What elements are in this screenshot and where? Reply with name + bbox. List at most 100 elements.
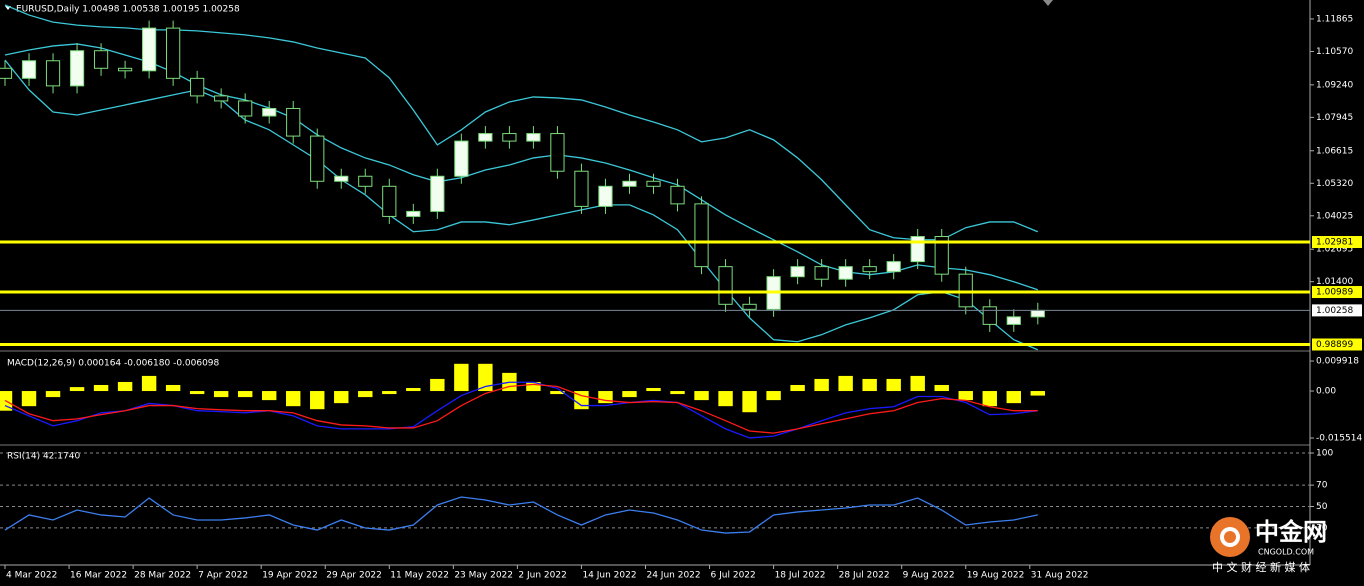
- histogram-bar: [117, 381, 133, 392]
- x-tick-label: 2 Jun 2022: [518, 571, 566, 581]
- histogram-bar: [1006, 391, 1021, 404]
- y-tick-label: 1.07945: [1316, 113, 1353, 123]
- candle-body: [214, 95, 229, 102]
- histogram-bar: [958, 391, 973, 401]
- candle-body: [406, 210, 421, 217]
- histogram-bar: [838, 375, 853, 392]
- histogram-bar: [862, 378, 877, 392]
- histogram-bar: [718, 391, 733, 407]
- x-tick-label: 28 Jul 2022: [839, 571, 890, 581]
- histogram-bar: [406, 388, 421, 392]
- series-line: [4, 59, 1039, 351]
- y-tick-label: 1.09240: [1316, 80, 1353, 90]
- candle-body: [622, 180, 637, 187]
- histogram-bar: [622, 391, 637, 398]
- last-price-box: [1312, 304, 1362, 317]
- histogram-bar: [310, 391, 325, 410]
- candle-body: [142, 27, 157, 72]
- histogram-bar: [790, 384, 805, 392]
- candle-body: [1030, 309, 1045, 318]
- candle-body: [646, 180, 661, 187]
- rsi-title: RSI(14) 42.1740: [7, 452, 80, 462]
- x-tick-label: 31 Aug 2022: [1031, 571, 1089, 581]
- candle-body: [454, 140, 469, 177]
- candle-body: [262, 107, 277, 117]
- histogram-bar: [886, 378, 901, 392]
- histogram-bar: [478, 363, 493, 392]
- histogram-bar: [934, 384, 949, 392]
- candle-body: [21, 60, 37, 79]
- histogram-bar: [670, 391, 685, 395]
- candle-body: [69, 50, 85, 87]
- histogram-bar: [694, 391, 709, 401]
- logo-tagline: 中 文 财 经 新 媒 体: [1212, 560, 1310, 574]
- x-tick-label: 18 Jul 2022: [775, 571, 826, 581]
- histogram-bar: [213, 391, 229, 398]
- chart-title: EURUSD,Daily 1.00498 1.00538 1.00195 1.0…: [16, 5, 240, 15]
- y-tick-label: 1.11865: [1316, 14, 1353, 24]
- level-label-box: [1312, 338, 1362, 351]
- level-label-box: [1312, 286, 1362, 299]
- series-line: [4, 383, 1038, 434]
- logo: 中金网 CNGOLD.COM 中 文 财 经 新 媒 体: [1210, 517, 1327, 574]
- histogram-bar: [910, 375, 925, 392]
- y-tick-label: 0.009918: [1316, 357, 1359, 367]
- y-tick-label: 50: [1316, 502, 1328, 512]
- histogram-bar: [382, 391, 397, 395]
- y-tick-label: 70: [1316, 481, 1328, 491]
- candle-body: [1006, 316, 1021, 325]
- candle-body: [790, 266, 805, 278]
- logo-dot: [1224, 531, 1236, 543]
- logo-subtitle: CNGOLD.COM: [1258, 548, 1314, 557]
- x-tick-label: 16 Mar 2022: [70, 571, 127, 581]
- x-tick-label: 23 May 2022: [454, 571, 513, 581]
- histogram-bar: [141, 375, 157, 392]
- histogram-bar: [430, 378, 445, 392]
- x-tick-label: 19 Aug 2022: [967, 571, 1025, 581]
- candle-body: [0, 67, 13, 79]
- candle-body: [502, 133, 517, 142]
- candle-body: [574, 170, 589, 207]
- candle-body: [982, 306, 997, 325]
- x-tick-label: 24 Jun 2022: [646, 571, 700, 581]
- histogram-bar: [286, 391, 301, 407]
- histogram-bar: [358, 391, 373, 398]
- candle-body: [286, 107, 301, 137]
- histogram-bar: [742, 391, 757, 413]
- candle-body: [670, 185, 685, 205]
- candle-body: [694, 203, 709, 268]
- candle-body: [117, 67, 133, 72]
- x-tick-label: 4 Mar 2022: [6, 571, 57, 581]
- candle-body: [310, 135, 325, 182]
- level-label: 0.98899: [1316, 340, 1353, 350]
- candle-body: [478, 133, 493, 142]
- candle-body: [838, 266, 853, 280]
- y-tick-label: 1.02695: [1316, 245, 1353, 255]
- y-tick-label: 100: [1316, 449, 1333, 459]
- histogram-bar: [526, 381, 541, 392]
- histogram-bar: [261, 391, 277, 401]
- histogram-bar: [1030, 391, 1045, 396]
- x-tick-label: 19 Apr 2022: [262, 571, 318, 581]
- candle-body: [598, 185, 613, 207]
- candle-body: [45, 60, 61, 87]
- histogram-bar: [766, 391, 781, 401]
- y-tick-label: 1.01400: [1316, 277, 1353, 287]
- candle-body: [430, 175, 445, 212]
- candle-body: [910, 236, 925, 263]
- candle-body: [166, 27, 181, 79]
- histogram-bar: [21, 391, 37, 407]
- candle-body: [886, 261, 901, 273]
- level-label-box: [1312, 236, 1362, 249]
- y-tick-label: 1.05320: [1316, 179, 1353, 189]
- x-tick-label: 7 Apr 2022: [198, 571, 248, 581]
- histogram-bar: [814, 378, 829, 392]
- histogram-bar: [189, 391, 205, 395]
- y-tick-label: 30: [1316, 523, 1328, 533]
- candle-body: [93, 50, 109, 69]
- candle-body: [334, 175, 349, 182]
- x-tick-label: 11 May 2022: [390, 571, 449, 581]
- y-tick-label: -0.015514: [1316, 433, 1362, 443]
